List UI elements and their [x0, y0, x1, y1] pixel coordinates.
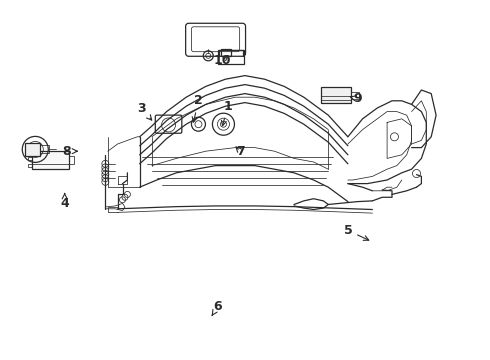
Bar [24, 143, 40, 156]
Bar [218, 50, 244, 64]
Text: 10: 10 [213, 54, 231, 67]
Text: 6: 6 [212, 300, 222, 315]
Bar [40, 145, 49, 153]
Bar [69, 156, 74, 164]
Bar [351, 92, 359, 99]
Text: 8: 8 [62, 145, 77, 158]
FancyBboxPatch shape [321, 87, 351, 103]
Bar [221, 49, 231, 56]
Text: 2: 2 [192, 94, 203, 122]
Text: 1: 1 [221, 100, 232, 126]
Text: 3: 3 [137, 102, 152, 120]
Text: 7: 7 [236, 145, 245, 158]
Text: 5: 5 [343, 224, 369, 240]
Text: 4: 4 [60, 194, 69, 210]
FancyBboxPatch shape [32, 151, 69, 169]
Text: 9: 9 [350, 93, 362, 105]
